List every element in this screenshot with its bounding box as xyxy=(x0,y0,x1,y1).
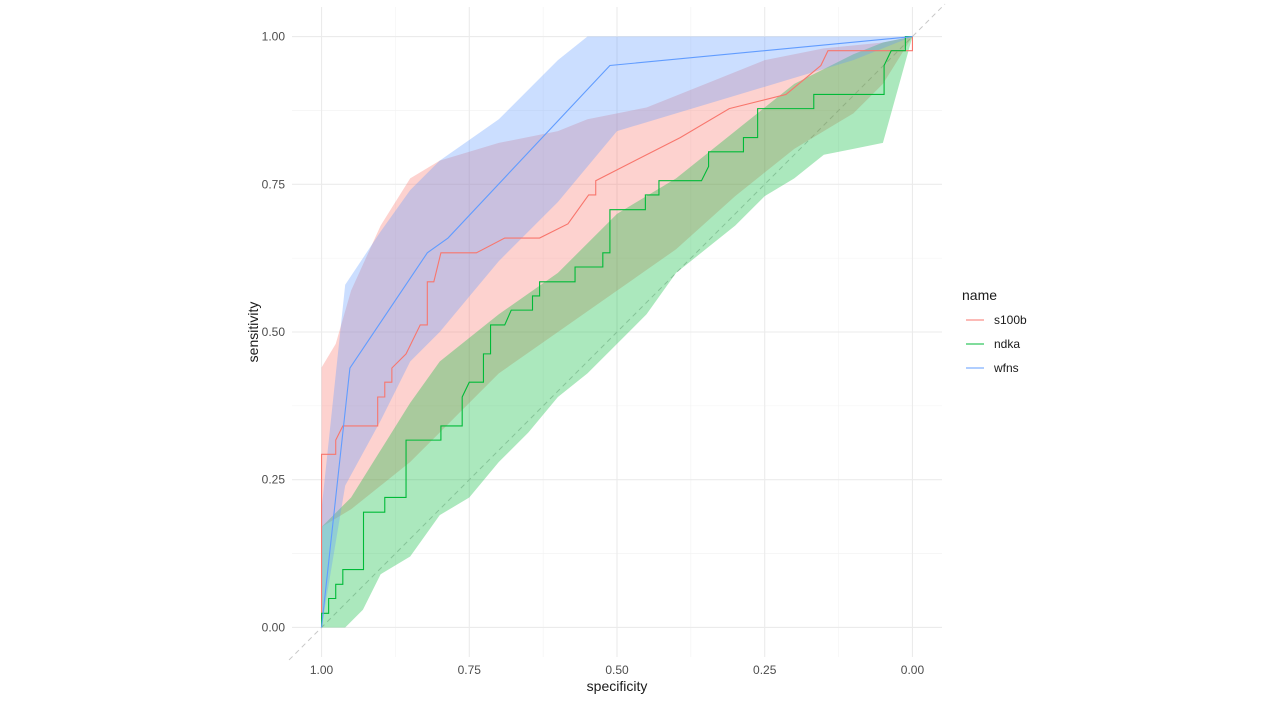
y-tick-label: 0.75 xyxy=(262,177,286,191)
y-tick-label: 0.25 xyxy=(262,473,286,487)
x-tick-label: 0.25 xyxy=(753,663,777,677)
confidence-band-ndka xyxy=(321,36,913,628)
roc-lines xyxy=(320,35,914,628)
x-tick-label: 0.00 xyxy=(901,663,925,677)
y-tick-label: 0.00 xyxy=(262,620,286,634)
grid xyxy=(292,7,942,657)
x-axis-ticks: 1.00 0.75 0.50 0.25 0.00 xyxy=(310,663,925,677)
legend: name s100b ndka wfns xyxy=(962,287,1027,375)
confidence-bands xyxy=(321,36,913,628)
confidence-band-wfns xyxy=(321,36,913,628)
roc-line-ndka xyxy=(320,35,913,628)
legend-title: name xyxy=(962,287,997,303)
roc-line-s100b xyxy=(320,36,914,628)
legend-label-ndka: ndka xyxy=(994,337,1020,351)
diagonal-reference-line xyxy=(288,3,946,661)
x-tick-label: 0.75 xyxy=(458,663,482,677)
confidence-band-s100b xyxy=(321,36,913,527)
roc-line-wfns xyxy=(320,35,913,628)
x-tick-label: 0.50 xyxy=(605,663,629,677)
y-tick-label: 1.00 xyxy=(262,30,286,44)
legend-label-wfns: wfns xyxy=(993,361,1019,375)
y-axis-ticks: 0.00 0.25 0.50 0.75 1.00 xyxy=(262,30,286,635)
y-axis-title: sensitivity xyxy=(245,302,261,363)
x-tick-label: 1.00 xyxy=(310,663,334,677)
y-tick-label: 0.50 xyxy=(262,325,286,339)
x-axis-title: specificity xyxy=(587,678,648,694)
legend-label-s100b: s100b xyxy=(994,313,1027,327)
